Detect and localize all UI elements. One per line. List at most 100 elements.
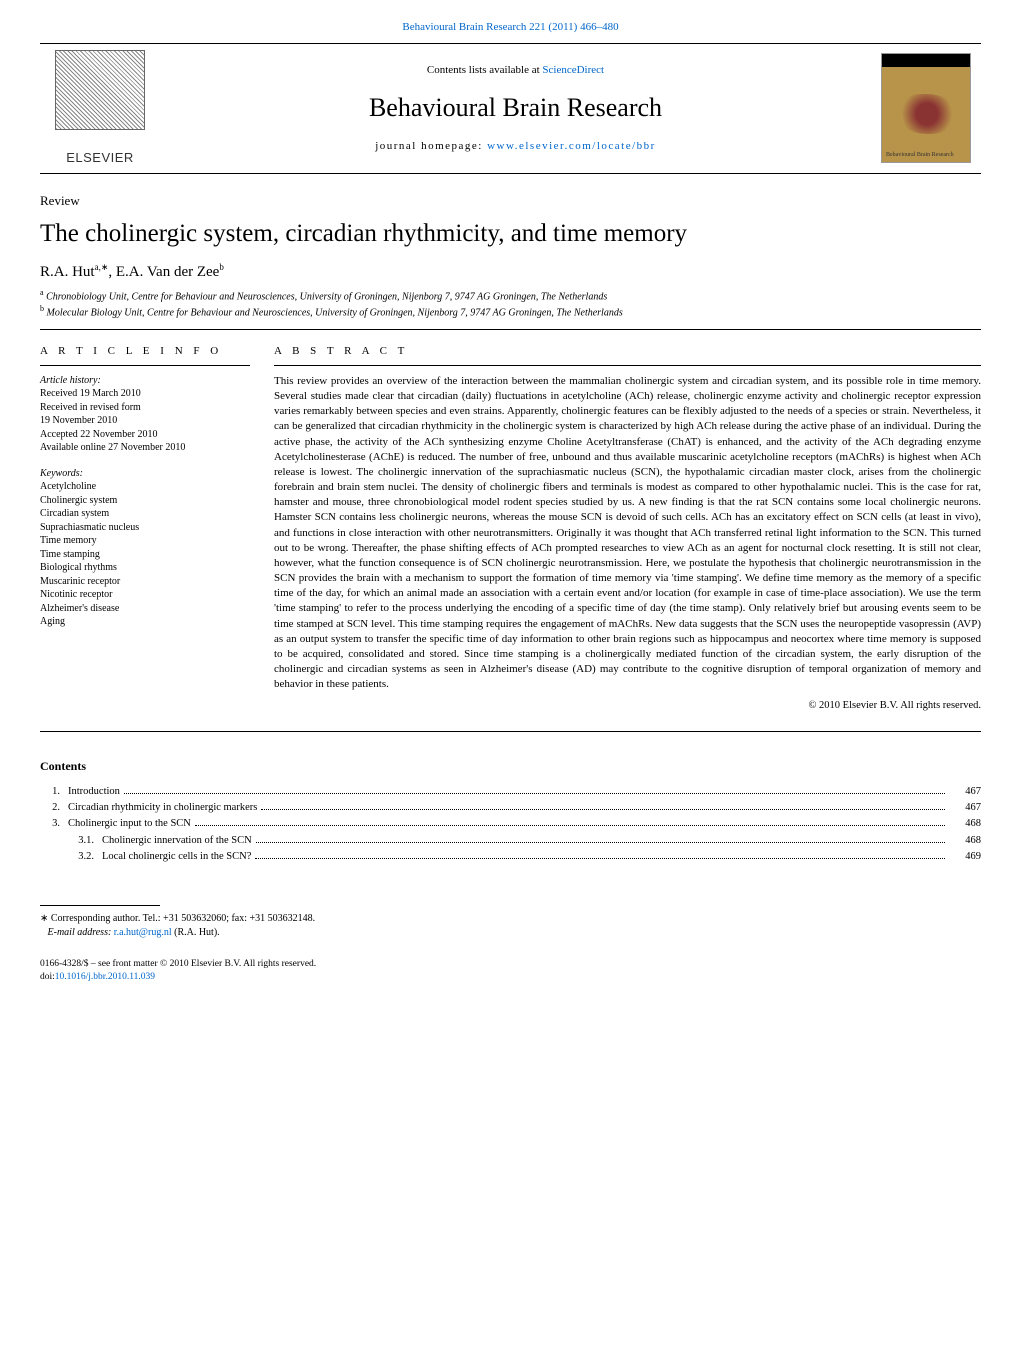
keywords-list: Acetylcholine Cholinergic system Circadi… (40, 480, 250, 629)
journal-homepage-link[interactable]: www.elsevier.com/locate/bbr (487, 140, 656, 152)
history-line: 19 November 2010 (40, 415, 117, 426)
doi-link[interactable]: 10.1016/j.bbr.2010.11.039 (55, 972, 155, 982)
contents-heading: Contents (40, 758, 981, 774)
author-2: , E.A. Van der Zee (108, 264, 219, 280)
toc-page: 469 (949, 849, 981, 865)
toc-leader-dots (255, 858, 945, 859)
toc-number: 3.2. (40, 849, 102, 865)
abstract-column: A B S T R A C T This review provides an … (274, 344, 981, 713)
toc-row[interactable]: 3.1. Cholinergic innervation of the SCN … (40, 833, 981, 849)
toc-label: Cholinergic input to the SCN (68, 816, 191, 832)
keyword: Acetylcholine (40, 480, 250, 494)
publisher-block: ELSEVIER (40, 44, 160, 173)
toc-page: 467 (949, 784, 981, 800)
issn-line: 0166-4328/$ – see front matter © 2010 El… (40, 958, 981, 971)
corr-marker: ∗ (40, 913, 48, 924)
affiliation-row: b Molecular Biology Unit, Centre for Beh… (40, 304, 981, 319)
toc-number: 3. (40, 816, 68, 832)
affil-sup: a (40, 288, 44, 297)
corresponding-author-note: ∗ Corresponding author. Tel.: +31 503632… (40, 912, 981, 926)
keyword: Alzheimer's disease (40, 602, 250, 616)
toc-number: 3.1. (40, 833, 102, 849)
toc-row[interactable]: 2. Circadian rhythmicity in cholinergic … (40, 800, 981, 816)
toc-leader-dots (261, 809, 945, 810)
affiliations: a Chronobiology Unit, Centre for Behavio… (40, 288, 981, 319)
author-2-affil-sup: b (219, 262, 224, 272)
table-of-contents: 1. Introduction 467 2. Circadian rhythmi… (40, 784, 981, 865)
divider (40, 731, 981, 732)
toc-page: 468 (949, 816, 981, 832)
history-line: Received 19 March 2010 (40, 388, 141, 399)
masthead-center: Contents lists available at ScienceDirec… (160, 44, 871, 173)
history-line: Available online 27 November 2010 (40, 442, 185, 453)
email-label: E-mail address: (48, 927, 114, 938)
toc-row[interactable]: 3.2. Local cholinergic cells in the SCN?… (40, 849, 981, 865)
toc-page: 468 (949, 833, 981, 849)
keyword: Muscarinic receptor (40, 575, 250, 589)
elsevier-tree-icon (55, 50, 145, 130)
divider (274, 365, 981, 366)
toc-number: 1. (40, 784, 68, 800)
keywords-label: Keywords: (40, 467, 250, 481)
toc-label: Local cholinergic cells in the SCN? (102, 849, 251, 865)
affiliation-row: a Chronobiology Unit, Centre for Behavio… (40, 288, 981, 303)
article-info-column: A R T I C L E I N F O Article history: R… (40, 344, 250, 713)
publisher-name: ELSEVIER (66, 149, 134, 167)
contents-prefix: Contents lists available at (427, 64, 542, 76)
toc-leader-dots (124, 793, 945, 794)
cover-block: Behavioural Brain Research (871, 44, 981, 173)
corr-text: Corresponding author. Tel.: +31 50363206… (51, 913, 315, 924)
keyword: Suprachiasmatic nucleus (40, 521, 250, 535)
footnotes: ∗ Corresponding author. Tel.: +31 503632… (40, 912, 981, 940)
toc-label: Introduction (68, 784, 120, 800)
journal-cover-icon: Behavioural Brain Research (881, 53, 971, 163)
history-line: Received in revised form (40, 402, 141, 413)
toc-label: Circadian rhythmicity in cholinergic mar… (68, 800, 257, 816)
abstract-text: This review provides an overview of the … (274, 374, 981, 693)
toc-row[interactable]: 1. Introduction 467 (40, 784, 981, 800)
author-email-link[interactable]: r.a.hut@rug.nl (114, 927, 172, 938)
contents-available-line: Contents lists available at ScienceDirec… (427, 63, 604, 78)
divider (40, 329, 981, 330)
toc-label: Cholinergic innervation of the SCN (102, 833, 252, 849)
citation-link[interactable]: Behavioural Brain Research 221 (2011) 46… (40, 20, 981, 35)
journal-name: Behavioural Brain Research (369, 90, 662, 125)
history-line: Accepted 22 November 2010 (40, 429, 157, 440)
affil-text: Chronobiology Unit, Centre for Behaviour… (46, 292, 607, 303)
keyword: Circadian system (40, 507, 250, 521)
toc-page: 467 (949, 800, 981, 816)
sciencedirect-link[interactable]: ScienceDirect (542, 64, 604, 76)
toc-number: 2. (40, 800, 68, 816)
doi-prefix: doi: (40, 972, 55, 982)
keyword: Time memory (40, 534, 250, 548)
page-footer: 0166-4328/$ – see front matter © 2010 El… (40, 958, 981, 985)
masthead: ELSEVIER Contents lists available at Sci… (40, 44, 981, 174)
homepage-line: journal homepage: www.elsevier.com/locat… (375, 139, 656, 154)
homepage-prefix: journal homepage: (375, 140, 487, 152)
toc-leader-dots (256, 842, 945, 843)
article-history: Article history: Received 19 March 2010 … (40, 374, 250, 455)
toc-leader-dots (195, 825, 945, 826)
article-type-label: Review (40, 192, 981, 210)
author-1-affil-sup: a,∗ (95, 262, 109, 272)
footnote-divider (40, 905, 160, 906)
keyword: Time stamping (40, 548, 250, 562)
doi-line: doi:10.1016/j.bbr.2010.11.039 (40, 971, 981, 984)
email-suffix: (R.A. Hut). (172, 927, 220, 938)
keyword: Nicotinic receptor (40, 588, 250, 602)
history-label: Article history: (40, 375, 101, 386)
abstract-heading: A B S T R A C T (274, 344, 981, 359)
keyword: Aging (40, 615, 250, 629)
cover-caption: Behavioural Brain Research (886, 152, 954, 158)
authors-line: R.A. Huta,∗, E.A. Van der Zeeb (40, 261, 981, 282)
affil-text: Molecular Biology Unit, Centre for Behav… (47, 307, 623, 318)
author-1: R.A. Hut (40, 264, 95, 280)
email-line: E-mail address: r.a.hut@rug.nl (R.A. Hut… (40, 926, 981, 940)
toc-row[interactable]: 3. Cholinergic input to the SCN 468 (40, 816, 981, 832)
keyword: Biological rhythms (40, 561, 250, 575)
divider (40, 365, 250, 366)
article-title: The cholinergic system, circadian rhythm… (40, 217, 981, 251)
abstract-copyright: © 2010 Elsevier B.V. All rights reserved… (274, 699, 981, 713)
article-info-heading: A R T I C L E I N F O (40, 344, 250, 359)
keyword: Cholinergic system (40, 494, 250, 508)
